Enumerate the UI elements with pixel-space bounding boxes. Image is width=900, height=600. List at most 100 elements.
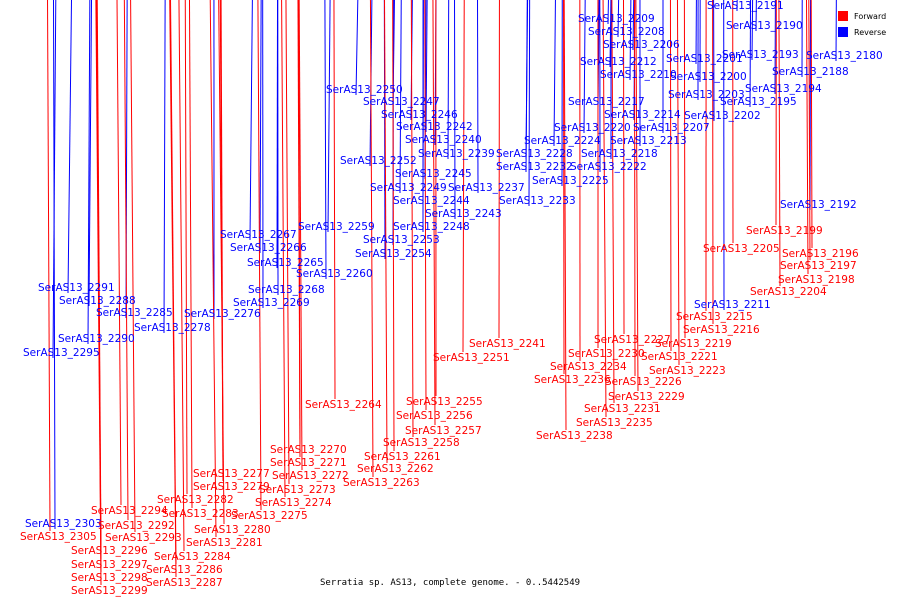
reverse-gene-label: SerAS13_2206 (603, 39, 680, 51)
reverse-gene-label: SerAS13_2232 (496, 161, 573, 173)
reverse-gene-label: SerAS13_2249 (370, 182, 447, 194)
forward-gene-label: SerAS13_2264 (305, 399, 382, 411)
reverse-gene-label: SerAS13_2191 (707, 0, 784, 12)
forward-gene-leader (96, 0, 102, 546)
forward-gene-label: SerAS13_2229 (608, 391, 685, 403)
forward-gene-label: SerAS13_2277 (193, 468, 270, 480)
forward-swatch (838, 11, 848, 21)
reverse-gene-label: SerAS13_2254 (355, 248, 432, 260)
legend-forward-label: Forward (854, 11, 887, 21)
forward-gene-label: SerAS13_2283 (162, 508, 239, 520)
reverse-gene-label: SerAS13_2285 (96, 307, 173, 319)
reverse-gene-label: SerAS13_2265 (247, 257, 324, 269)
reverse-gene-label: SerAS13_2239 (418, 148, 495, 160)
reverse-gene-label: SerAS13_2303 (25, 518, 102, 530)
reverse-gene-leader (699, 0, 701, 83)
reverse-gene-label: SerAS13_2194 (745, 83, 822, 95)
reverse-gene-label: SerAS13_2228 (496, 148, 573, 160)
reverse-gene-label: SerAS13_2290 (58, 333, 135, 345)
forward-gene-label: SerAS13_2292 (98, 520, 175, 532)
reverse-gene-leader (697, 0, 699, 101)
legend-reverse: Reverse (838, 24, 898, 40)
forward-gene-label: SerAS13_2198 (778, 274, 855, 286)
reverse-gene-label: SerAS13_2225 (532, 175, 609, 187)
forward-gene-label: SerAS13_2274 (255, 497, 332, 509)
reverse-gene-label: SerAS13_2222 (570, 161, 647, 173)
reverse-gene-label: SerAS13_2209 (578, 13, 655, 25)
forward-gene-label: SerAS13_2215 (676, 311, 753, 323)
forward-gene-label: SerAS13_2280 (194, 524, 271, 536)
reverse-gene-label: SerAS13_2259 (298, 221, 375, 233)
reverse-gene-label: SerAS13_2260 (296, 268, 373, 280)
reverse-gene-label: SerAS13_2208 (588, 26, 665, 38)
reverse-gene-leader (809, 0, 812, 211)
reverse-gene-label: SerAS13_2267 (220, 229, 297, 241)
forward-gene-label: SerAS13_2236 (534, 374, 611, 386)
reverse-gene-label: SerAS13_2211 (694, 299, 771, 311)
forward-gene-leader (209, 0, 217, 538)
reverse-gene-label: SerAS13_2217 (568, 96, 645, 108)
forward-gene-label: SerAS13_2275 (231, 510, 308, 522)
reverse-gene-leader (392, 0, 395, 108)
forward-gene-label: SerAS13_2256 (396, 410, 473, 422)
forward-gene-label: SerAS13_2273 (259, 484, 336, 496)
forward-gene-label: SerAS13_2270 (270, 444, 347, 456)
reverse-gene-label: SerAS13_2193 (722, 49, 799, 61)
reverse-gene-label: SerAS13_2291 (38, 282, 115, 294)
forward-gene-leader (597, 0, 599, 349)
forward-gene-label: SerAS13_2226 (605, 376, 682, 388)
legend-forward: Forward (838, 8, 898, 24)
forward-gene-leader (712, 0, 714, 325)
forward-gene-label: SerAS13_2255 (406, 396, 483, 408)
forward-gene-label: SerAS13_2219 (655, 338, 732, 350)
forward-gene-label: SerAS13_2205 (703, 243, 780, 255)
forward-gene-label: SerAS13_2298 (71, 572, 148, 584)
reverse-gene-label: SerAS13_2192 (780, 199, 857, 211)
forward-gene-label: SerAS13_2227 (594, 334, 671, 346)
forward-gene-label: SerAS13_2216 (683, 324, 760, 336)
reverse-gene-label: SerAS13_2207 (633, 122, 710, 134)
forward-gene-label: SerAS13_2279 (193, 481, 270, 493)
forward-gene-leader (333, 0, 336, 400)
reverse-gene-label: SerAS13_2214 (604, 109, 681, 121)
forward-gene-label: SerAS13_2261 (364, 451, 441, 463)
forward-gene-label: SerAS13_2281 (186, 537, 263, 549)
forward-gene-label: SerAS13_2272 (272, 470, 349, 482)
forward-gene-label: SerAS13_2234 (550, 361, 627, 373)
forward-gene-label: SerAS13_2238 (536, 430, 613, 442)
forward-gene-leader (178, 0, 185, 552)
reverse-gene-label: SerAS13_2201 (666, 53, 743, 65)
reverse-gene-label: SerAS13_2269 (233, 297, 310, 309)
reverse-gene-label: SerAS13_2268 (248, 284, 325, 296)
forward-gene-label: SerAS13_2251 (433, 352, 510, 364)
forward-gene-label: SerAS13_2258 (383, 437, 460, 449)
reverse-gene-label: SerAS13_2180 (806, 50, 883, 62)
reverse-gene-label: SerAS13_2295 (23, 347, 100, 359)
reverse-gene-label: SerAS13_2278 (134, 322, 211, 334)
forward-gene-label: SerAS13_2293 (105, 532, 182, 544)
forward-gene-label: SerAS13_2196 (782, 248, 859, 260)
reverse-gene-label: SerAS13_2200 (670, 71, 747, 83)
forward-gene-label: SerAS13_2221 (641, 351, 718, 363)
reverse-gene-leader (53, 0, 56, 530)
forward-gene-leader (808, 0, 811, 261)
reverse-gene-label: SerAS13_2252 (340, 155, 417, 167)
reverse-gene-label: SerAS13_2246 (381, 109, 458, 121)
forward-gene-label: SerAS13_2282 (157, 494, 234, 506)
forward-gene-leader (705, 0, 707, 312)
forward-gene-leader (47, 0, 51, 532)
reverse-gene-label: SerAS13_2245 (395, 168, 472, 180)
reverse-gene-label: SerAS13_2190 (726, 20, 803, 32)
reverse-gene-leader (477, 0, 479, 194)
legend-reverse-label: Reverse (854, 27, 887, 37)
forward-gene-label: SerAS13_2294 (91, 505, 168, 517)
forward-gene-leader (220, 0, 224, 469)
forward-gene-label: SerAS13_2287 (146, 577, 223, 589)
forward-gene-label: SerAS13_2197 (780, 260, 857, 272)
forward-gene-label: SerAS13_2223 (649, 365, 726, 377)
forward-gene-leader (130, 0, 136, 533)
genome-caption: Serratia sp. AS13, complete genome. - 0.… (319, 578, 581, 588)
forward-gene-label: SerAS13_2284 (154, 551, 231, 563)
